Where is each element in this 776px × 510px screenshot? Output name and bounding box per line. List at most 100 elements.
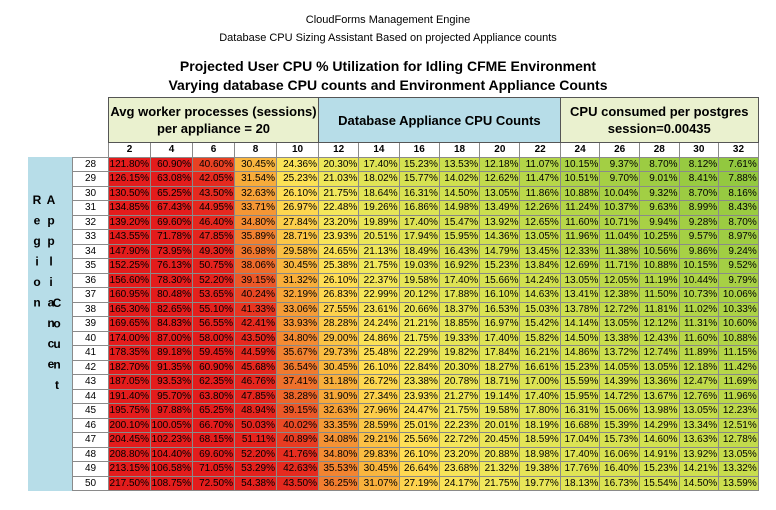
data-cell: 11.60% (678, 330, 720, 346)
data-cell: 12.76% (678, 388, 720, 404)
data-cell: 30.45% (317, 359, 360, 375)
data-cell: 14.36% (479, 229, 521, 245)
data-cell: 29.83% (358, 446, 400, 462)
data-cell: 41.76% (276, 446, 319, 462)
data-cell: 156.60% (108, 272, 151, 288)
group-header: Avg worker processes (sessions) per appli… (108, 97, 319, 143)
data-cell: 10.73% (678, 287, 720, 303)
data-cell: 16.10% (479, 287, 521, 303)
data-cell: 29.21% (358, 432, 400, 448)
row-label: 48 (72, 446, 109, 462)
data-cell: 13.98% (638, 403, 680, 419)
data-cell: 134.85% (108, 200, 151, 216)
data-cell: 80.48% (150, 287, 193, 303)
data-cell: 18.13% (559, 475, 601, 491)
row-label: 49 (72, 461, 109, 477)
data-cell: 27.19% (398, 475, 440, 491)
data-row: 40 174.00% 87.00% 58.00% 43.50% 34.80% 29.00% 2… (72, 330, 759, 346)
data-cell: 27.55% (317, 301, 360, 317)
row-label: 50 (72, 475, 109, 491)
data-cell: 13.05% (519, 229, 561, 245)
data-cell: 13.84% (519, 258, 561, 274)
data-cell: 39.15% (234, 272, 277, 288)
data-cell: 12.18% (678, 359, 720, 375)
data-cell: 16.86% (398, 200, 440, 216)
data-cell: 15.47% (438, 214, 481, 230)
row-label: 32 (72, 214, 109, 230)
data-cell: 165.30% (108, 301, 151, 317)
data-cell: 50.03% (234, 417, 277, 433)
data-cell: 68.15% (192, 432, 235, 448)
data-cell: 30.45% (358, 461, 400, 477)
data-cell: 10.04% (599, 185, 640, 201)
data-row: 30 130.50% 65.25% 43.50% 32.63% 26.10% 21.75% 1… (72, 185, 759, 201)
data-row: 33 143.55% 71.78% 47.85% 35.89% 28.71% 23.93% 2… (72, 229, 759, 245)
column-header: 6 (192, 142, 235, 158)
data-cell: 10.60% (718, 316, 759, 332)
data-cell: 204.45% (108, 432, 151, 448)
data-cell: 17.04% (559, 432, 601, 448)
data-cell: 25.48% (358, 345, 400, 361)
data-cell: 14.50% (559, 330, 601, 346)
data-row: 36 156.60% 78.30% 52.20% 39.15% 31.32% 26.10% 2… (72, 272, 759, 288)
data-cell: 69.60% (150, 214, 193, 230)
data-cell: 17.40% (358, 156, 400, 172)
data-cell: 21.75% (317, 185, 360, 201)
data-cell: 13.36% (638, 374, 680, 390)
data-cell: 36.98% (234, 243, 277, 259)
data-cell: 12.23% (718, 403, 759, 419)
data-cell: 91.35% (150, 359, 193, 375)
data-cell: 97.88% (150, 403, 193, 419)
data-cell: 39.15% (276, 403, 319, 419)
data-cell: 13.05% (559, 272, 601, 288)
data-cell: 130.50% (108, 185, 151, 201)
data-cell: 55.10% (192, 301, 235, 317)
data-cell: 19.77% (519, 475, 561, 491)
data-cell: 16.31% (398, 185, 440, 201)
data-cell: 44.59% (234, 345, 277, 361)
data-cell: 15.73% (599, 432, 640, 448)
column-header: 28 (638, 142, 680, 158)
data-cell: 200.10% (108, 417, 151, 433)
header-line: CloudForms Management Engine (305, 14, 471, 26)
data-cell: 121.80% (108, 156, 151, 172)
data-cell: 208.80% (108, 446, 151, 462)
data-cell: 12.18% (479, 156, 521, 172)
data-cell: 13.67% (638, 388, 680, 404)
data-cell: 13.05% (479, 185, 521, 201)
data-cell: 178.35% (108, 345, 151, 361)
data-cell: 14.86% (559, 345, 601, 361)
row-label: 35 (72, 258, 109, 274)
data-cell: 62.35% (192, 374, 235, 390)
data-cell: 10.25% (638, 229, 680, 245)
data-cell: 40.02% (276, 417, 319, 433)
group-header-line: Database Appliance CPU Counts (338, 112, 541, 128)
data-cell: 23.93% (317, 229, 360, 245)
row-label: 41 (72, 345, 109, 361)
data-row: 28 121.80% 60.90% 40.60% 30.45% 24.36% 20.30% 1… (72, 156, 759, 172)
data-row: 35 152.25% 76.13% 50.75% 38.06% 30.45% 25.38% 2… (72, 258, 759, 274)
header-line: Database CPU Sizing Assistant Based on p… (219, 32, 557, 44)
data-cell: 13.38% (599, 330, 640, 346)
data-cell: 15.23% (638, 461, 680, 477)
data-cell: 10.15% (678, 258, 720, 274)
data-cell: 15.82% (519, 330, 561, 346)
data-cell: 174.00% (108, 330, 151, 346)
data-cell: 52.20% (192, 272, 235, 288)
data-cell: 29.58% (276, 243, 319, 259)
data-cell: 38.06% (234, 258, 277, 274)
data-cell: 19.03% (398, 258, 440, 274)
data-cell: 27.84% (276, 214, 319, 230)
data-cell: 15.77% (398, 171, 440, 187)
data-row: 42 182.70% 91.35% 60.90% 45.68% 36.54% 30.45% 2… (72, 359, 759, 375)
data-cell: 15.59% (559, 374, 601, 390)
data-cell: 217.50% (108, 475, 151, 491)
data-cell: 28.71% (276, 229, 319, 245)
column-header: 20 (479, 142, 521, 158)
data-cell: 20.45% (479, 432, 521, 448)
data-cell: 21.75% (358, 258, 400, 274)
data-cell: 17.40% (519, 388, 561, 404)
data-cell: 12.65% (519, 214, 561, 230)
column-header: 2 (108, 142, 151, 158)
data-cell: 33.93% (276, 316, 319, 332)
